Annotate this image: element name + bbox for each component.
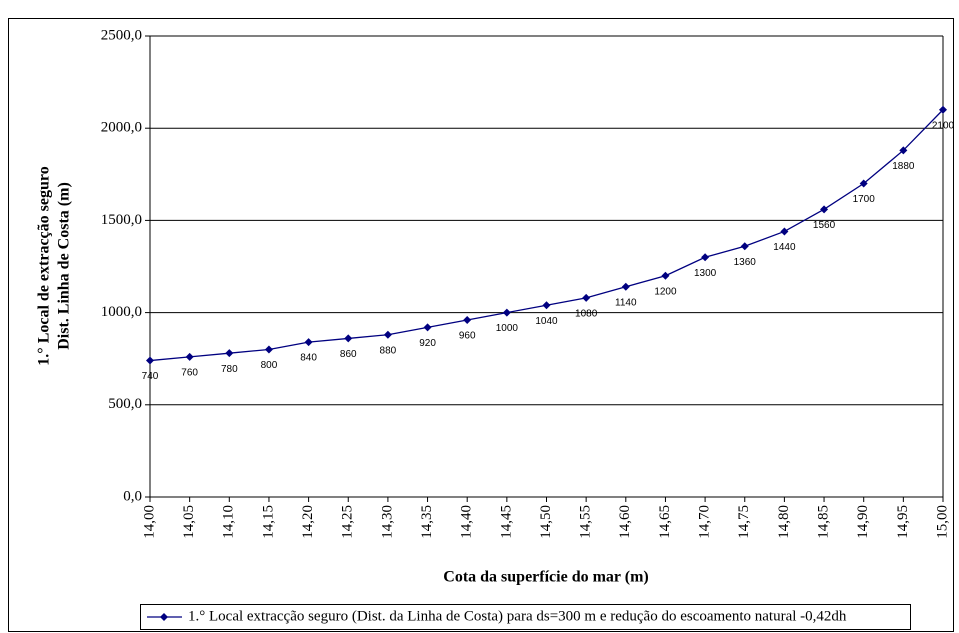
marker [820, 205, 829, 214]
marker [146, 356, 154, 365]
marker [701, 253, 710, 262]
data-label: 1440 [773, 242, 796, 253]
data-label: 1560 [813, 220, 836, 231]
marker [621, 282, 630, 291]
legend-marker [160, 613, 168, 621]
x-tick-label: 14,90 [855, 505, 871, 539]
y-tick-label: 1500,0 [101, 212, 142, 228]
marker [780, 227, 789, 236]
marker [661, 271, 670, 280]
marker [502, 308, 511, 317]
y-tick-label: 1000,0 [101, 304, 142, 320]
chart-border [8, 18, 954, 632]
marker [582, 293, 591, 302]
marker [383, 330, 392, 339]
data-label: 880 [380, 345, 397, 356]
y-tick-label: 0,0 [123, 488, 142, 504]
y-tick-label: 2500,0 [101, 27, 142, 43]
data-label: 1000 [496, 323, 519, 334]
x-tick-label: 14,50 [538, 505, 554, 539]
data-label: 740 [142, 371, 159, 382]
legend-label: 1.° Local extracção seguro (Dist. da Lin… [188, 608, 847, 624]
x-tick-label: 14,05 [181, 505, 197, 539]
x-tick-label: 14,70 [697, 505, 713, 539]
x-tick-label: 14,00 [141, 505, 157, 539]
data-label: 2100 [932, 120, 955, 131]
marker [185, 352, 194, 361]
marker [344, 334, 353, 343]
y-axis-label: 1.° Local de extracção seguro Dist. Linh… [36, 166, 73, 365]
y-tick-label: 2000,0 [101, 120, 142, 136]
data-label: 760 [181, 367, 198, 378]
x-tick-label: 14,25 [340, 505, 356, 539]
data-label: 840 [300, 353, 317, 364]
x-tick-label: 14,40 [459, 505, 475, 539]
data-label: 1080 [575, 308, 598, 319]
x-tick-label: 14,80 [776, 505, 792, 539]
x-tick-label: 14,35 [419, 505, 435, 539]
data-label: 920 [419, 338, 436, 349]
data-label: 860 [340, 349, 357, 360]
x-tick-label: 14,65 [657, 505, 673, 539]
y-label-line: Dist. Linha de Costa (m) [56, 182, 73, 350]
x-tick-label: 14,95 [895, 505, 911, 539]
x-tick-label: 14,10 [221, 505, 237, 539]
marker [304, 338, 313, 347]
marker [740, 242, 749, 251]
marker [423, 323, 432, 332]
data-label: 1200 [654, 286, 677, 297]
data-label: 960 [459, 331, 476, 342]
data-label: 1880 [892, 161, 915, 172]
data-label: 1360 [734, 257, 757, 268]
legend-box [140, 604, 911, 630]
data-label: 1040 [535, 316, 558, 327]
legend: 1.° Local extracção seguro (Dist. da Lin… [140, 604, 911, 630]
marker [899, 146, 908, 155]
x-tick-label: 14,20 [300, 505, 316, 539]
marker [225, 349, 234, 358]
marker [939, 105, 947, 114]
x-tick-label: 14,15 [260, 505, 276, 539]
marker [463, 315, 472, 324]
x-tick-label: 14,85 [815, 505, 831, 539]
y-tick-label: 500,0 [108, 396, 142, 412]
data-label: 780 [221, 364, 238, 375]
x-tick-label: 14,30 [379, 505, 395, 539]
x-tick-label: 14,55 [578, 505, 594, 539]
data-label: 1140 [615, 297, 637, 308]
data-label: 1300 [694, 268, 717, 279]
x-axis-label: Cota da superfície do mar (m) [443, 569, 648, 586]
x-tick-label: 14,60 [617, 505, 633, 539]
marker [542, 301, 551, 310]
data-label: 1700 [853, 194, 876, 205]
x-tick-label: 14,45 [498, 505, 514, 539]
data-label: 800 [261, 360, 278, 371]
marker [859, 179, 868, 188]
y-label-line: 1.° Local de extracção seguro [36, 166, 53, 365]
x-tick-label: 15,00 [934, 505, 950, 539]
marker [264, 345, 273, 354]
x-tick-label: 14,75 [736, 505, 752, 539]
